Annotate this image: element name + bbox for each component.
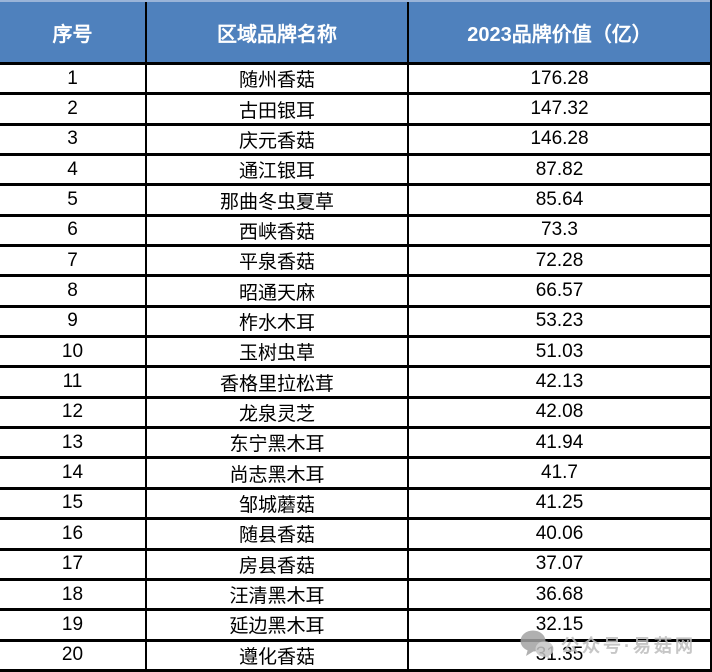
serial-cell: 19 <box>0 609 146 642</box>
serial-cell: 9 <box>0 306 146 339</box>
table-row: 12 龙泉灵芝 42.08 <box>0 397 712 430</box>
serial-cell: 5 <box>0 184 146 217</box>
serial-cell: 15 <box>0 488 146 521</box>
brand-name-cell: 龙泉灵芝 <box>145 397 408 430</box>
serial-cell: 18 <box>0 579 146 612</box>
serial-cell: 10 <box>0 336 146 369</box>
brand-name-cell: 通江银耳 <box>145 154 408 187</box>
serial-cell: 17 <box>0 549 146 581</box>
serial-cell: 20 <box>0 640 146 672</box>
table-body: 1 随州香菇 176.28 2 古田银耳 147.32 3 庆元香菇 146.2… <box>0 63 712 672</box>
serial-cell: 13 <box>0 427 146 460</box>
brand-name-cell: 西峡香菇 <box>145 215 408 248</box>
brand-value-cell: 41.94 <box>407 427 712 460</box>
serial-cell: 3 <box>0 124 146 157</box>
serial-cell: 12 <box>0 397 146 430</box>
brand-value-cell: 146.28 <box>407 124 712 157</box>
brand-value-cell: 85.64 <box>407 184 712 217</box>
table-row: 19 延边黑木耳 32.15 <box>0 609 712 642</box>
brand-value-cell: 66.57 <box>407 275 712 308</box>
table-row: 15 邹城蘑菇 41.25 <box>0 488 712 521</box>
brand-name-cell: 香格里拉松茸 <box>145 366 408 399</box>
col-header-brand-name: 区域品牌名称 <box>145 0 408 65</box>
table-row: 3 庆元香菇 146.28 <box>0 124 712 157</box>
brand-name-cell: 汪清黑木耳 <box>145 579 408 612</box>
brand-value-cell: 41.7 <box>407 457 712 490</box>
brand-name-cell: 平泉香菇 <box>145 245 408 278</box>
brand-value-cell: 53.23 <box>407 306 712 339</box>
brand-name-cell: 昭通天麻 <box>145 275 408 308</box>
serial-cell: 14 <box>0 457 146 490</box>
table-row: 18 汪清黑木耳 36.68 <box>0 579 712 612</box>
serial-cell: 1 <box>0 63 146 96</box>
table-row: 17 房县香菇 37.07 <box>0 549 712 581</box>
brand-name-cell: 随县香菇 <box>145 518 408 551</box>
brand-name-cell: 房县香菇 <box>145 549 408 581</box>
brand-value-cell: 40.06 <box>407 518 712 551</box>
serial-cell: 7 <box>0 245 146 278</box>
table-row: 4 通江银耳 87.82 <box>0 154 712 187</box>
header-row: 序号 区域品牌名称 2023品牌价值（亿） <box>0 0 712 65</box>
brand-name-cell: 延边黑木耳 <box>145 609 408 642</box>
brand-name-cell: 东宁黑木耳 <box>145 427 408 460</box>
table-row: 6 西峡香菇 73.3 <box>0 215 712 248</box>
table-row: 9 柞水木耳 53.23 <box>0 306 712 339</box>
col-header-serial: 序号 <box>0 0 146 65</box>
brand-value-cell: 41.25 <box>407 488 712 521</box>
serial-cell: 11 <box>0 366 146 399</box>
brand-value-cell: 72.28 <box>407 245 712 278</box>
brand-value-cell: 31.35 <box>407 640 712 672</box>
table-row: 10 玉树虫草 51.03 <box>0 336 712 369</box>
table-row: 8 昭通天麻 66.57 <box>0 275 712 308</box>
serial-cell: 6 <box>0 215 146 248</box>
table-row: 13 东宁黑木耳 41.94 <box>0 427 712 460</box>
brand-name-cell: 玉树虫草 <box>145 336 408 369</box>
brand-value-cell: 32.15 <box>407 609 712 642</box>
table-row: 5 那曲冬虫夏草 85.64 <box>0 184 712 217</box>
brand-name-cell: 邹城蘑菇 <box>145 488 408 521</box>
brand-value-cell: 42.08 <box>407 397 712 430</box>
brand-value-cell: 37.07 <box>407 549 712 581</box>
brand-name-cell: 随州香菇 <box>145 63 408 96</box>
table-row: 2 古田银耳 147.32 <box>0 93 712 126</box>
brand-name-cell: 柞水木耳 <box>145 306 408 339</box>
table-row: 7 平泉香菇 72.28 <box>0 245 712 278</box>
brand-name-cell: 那曲冬虫夏草 <box>145 184 408 217</box>
brand-name-cell: 古田银耳 <box>145 93 408 126</box>
brand-value-cell: 147.32 <box>407 93 712 126</box>
serial-cell: 2 <box>0 93 146 126</box>
brand-name-cell: 庆元香菇 <box>145 124 408 157</box>
table-header: 序号 区域品牌名称 2023品牌价值（亿） <box>0 0 712 65</box>
serial-cell: 8 <box>0 275 146 308</box>
brand-name-cell: 遵化香菇 <box>145 640 408 672</box>
table-row: 11 香格里拉松茸 42.13 <box>0 366 712 399</box>
brand-value-cell: 36.68 <box>407 579 712 612</box>
table-row: 20 遵化香菇 31.35 <box>0 640 712 672</box>
table-row: 1 随州香菇 176.28 <box>0 63 712 96</box>
brand-value-cell: 42.13 <box>407 366 712 399</box>
brand-value-cell: 73.3 <box>407 215 712 248</box>
serial-cell: 16 <box>0 518 146 551</box>
brand-name-cell: 尚志黑木耳 <box>145 457 408 490</box>
col-header-brand-value: 2023品牌价值（亿） <box>407 0 712 65</box>
brand-value-cell: 176.28 <box>407 63 712 96</box>
serial-cell: 4 <box>0 154 146 187</box>
table-row: 16 随县香菇 40.06 <box>0 518 712 551</box>
brand-value-cell: 51.03 <box>407 336 712 369</box>
table-row: 14 尚志黑木耳 41.7 <box>0 457 712 490</box>
brand-value-cell: 87.82 <box>407 154 712 187</box>
